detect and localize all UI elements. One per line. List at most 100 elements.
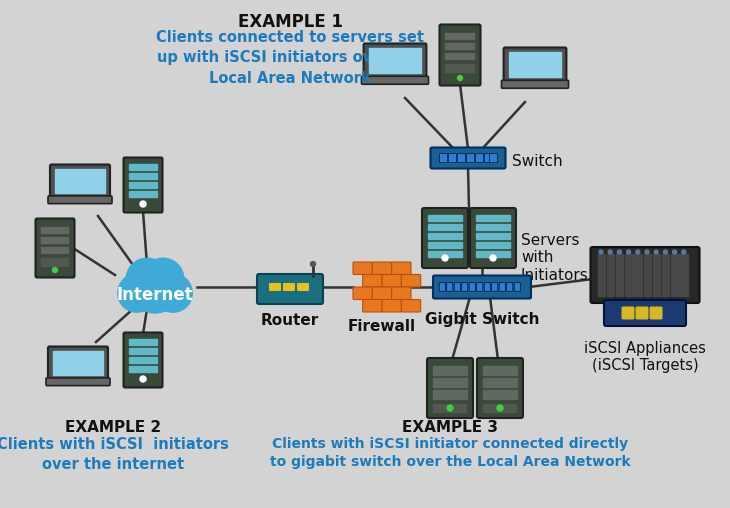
Text: Firewall: Firewall (348, 319, 416, 334)
Text: Clients connected to servers set
up with iSCSI initiators over the
Local Area Ne: Clients connected to servers set up with… (156, 30, 424, 86)
FancyBboxPatch shape (48, 346, 108, 379)
Circle shape (118, 274, 156, 312)
Circle shape (126, 258, 168, 300)
Bar (634, 254, 642, 296)
FancyBboxPatch shape (433, 275, 531, 299)
Bar (428, 233, 462, 239)
Circle shape (682, 250, 685, 254)
Bar (476, 233, 510, 239)
Bar (483, 366, 517, 375)
Bar (476, 242, 510, 248)
Circle shape (645, 250, 649, 254)
FancyBboxPatch shape (257, 274, 323, 304)
Circle shape (442, 255, 448, 261)
FancyBboxPatch shape (484, 282, 491, 291)
Circle shape (129, 261, 181, 313)
Bar (428, 251, 462, 257)
Circle shape (458, 76, 463, 80)
Bar (625, 254, 633, 296)
FancyBboxPatch shape (475, 153, 483, 163)
Text: iSCSI Appliances
(iSCSI Targets): iSCSI Appliances (iSCSI Targets) (584, 341, 706, 373)
FancyBboxPatch shape (469, 282, 475, 291)
Bar (369, 48, 421, 73)
FancyBboxPatch shape (392, 262, 411, 274)
FancyBboxPatch shape (514, 282, 520, 291)
Bar (428, 215, 462, 221)
FancyBboxPatch shape (591, 247, 699, 303)
Bar (644, 254, 651, 296)
Text: Clients with iSCSI initiator connected directly
to gigabit switch over the Local: Clients with iSCSI initiator connected d… (269, 437, 630, 469)
FancyBboxPatch shape (636, 306, 648, 320)
Bar (433, 390, 467, 399)
Bar (483, 378, 517, 387)
Bar (483, 390, 517, 399)
Circle shape (142, 258, 184, 300)
FancyBboxPatch shape (40, 237, 69, 244)
FancyBboxPatch shape (504, 48, 566, 82)
FancyBboxPatch shape (439, 153, 447, 163)
FancyBboxPatch shape (372, 287, 392, 300)
Bar (597, 254, 605, 296)
Bar (129, 191, 157, 197)
FancyBboxPatch shape (40, 246, 69, 255)
Text: Router: Router (261, 313, 319, 328)
Circle shape (618, 250, 621, 254)
FancyBboxPatch shape (353, 262, 372, 274)
FancyBboxPatch shape (392, 287, 411, 300)
Circle shape (140, 376, 146, 382)
FancyBboxPatch shape (283, 283, 295, 291)
FancyBboxPatch shape (382, 274, 402, 287)
Bar (662, 254, 669, 296)
Bar (476, 224, 510, 230)
Bar (53, 351, 102, 375)
Bar (476, 215, 510, 221)
Bar (680, 254, 688, 296)
FancyBboxPatch shape (492, 282, 498, 291)
FancyBboxPatch shape (458, 153, 466, 163)
Text: Clients with iSCSI  initiators
over the internet: Clients with iSCSI initiators over the i… (0, 437, 229, 472)
FancyBboxPatch shape (50, 165, 110, 198)
Circle shape (626, 250, 631, 254)
Text: Switch: Switch (512, 154, 563, 170)
FancyBboxPatch shape (353, 287, 372, 300)
FancyBboxPatch shape (36, 218, 74, 277)
Bar (653, 254, 660, 296)
Bar (129, 182, 157, 188)
Bar (129, 164, 157, 170)
Bar (129, 339, 157, 345)
FancyBboxPatch shape (40, 258, 69, 268)
Circle shape (608, 250, 612, 254)
Circle shape (310, 262, 315, 267)
FancyBboxPatch shape (461, 282, 468, 291)
Circle shape (672, 250, 677, 254)
FancyBboxPatch shape (502, 80, 569, 88)
FancyBboxPatch shape (402, 274, 420, 287)
Bar (129, 348, 157, 354)
Circle shape (140, 201, 146, 207)
Text: Servers
with
Initiators: Servers with Initiators (521, 233, 589, 283)
FancyBboxPatch shape (477, 358, 523, 418)
FancyBboxPatch shape (445, 64, 475, 74)
Bar (671, 254, 679, 296)
FancyBboxPatch shape (427, 358, 473, 418)
FancyBboxPatch shape (372, 262, 392, 274)
FancyBboxPatch shape (46, 378, 110, 386)
Bar (129, 357, 157, 363)
Bar (607, 254, 614, 296)
Circle shape (447, 405, 453, 411)
FancyBboxPatch shape (477, 282, 483, 291)
Text: Internet: Internet (117, 286, 193, 304)
Text: Gigbit Switch: Gigbit Switch (425, 312, 539, 327)
FancyBboxPatch shape (466, 153, 475, 163)
Circle shape (599, 250, 603, 254)
Bar (428, 242, 462, 248)
FancyBboxPatch shape (297, 283, 309, 291)
FancyBboxPatch shape (363, 300, 382, 312)
FancyBboxPatch shape (445, 52, 475, 60)
Bar (55, 169, 104, 193)
Circle shape (53, 268, 58, 272)
FancyBboxPatch shape (483, 403, 518, 414)
Text: EXAMPLE 1: EXAMPLE 1 (237, 13, 342, 31)
FancyBboxPatch shape (490, 153, 498, 163)
Bar (433, 378, 467, 387)
